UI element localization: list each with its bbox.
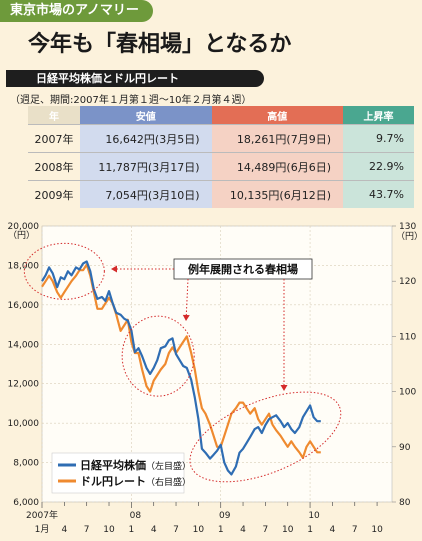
- table-header-row: 年 安値 高値 上昇率: [28, 106, 414, 125]
- x-tick-label: 1月: [35, 524, 50, 535]
- row-high: 10,135円(6月12日): [211, 180, 343, 208]
- x-tick-label: 4: [330, 525, 336, 535]
- rally-ellipse: [23, 242, 105, 300]
- x-tick-label: 10: [103, 525, 115, 535]
- left-axis-unit: （円）: [8, 230, 35, 241]
- stats-table: 年 安値 高値 上昇率 2007年 16,642円(3月5日) 18,261円(…: [28, 106, 414, 208]
- x-tick-label: 10: [371, 525, 383, 535]
- right-tick-label: 80: [399, 498, 411, 508]
- annotation-text: 例年展開される春相場: [188, 262, 298, 276]
- legend-suffix: （右目盛）: [146, 476, 191, 488]
- high-value: 18,261円: [236, 132, 287, 146]
- annotation-arrowhead: [182, 314, 190, 321]
- low-date: (3月10日): [147, 188, 200, 202]
- row-low: 16,642円(3月5日): [80, 124, 212, 153]
- legend-label: 日経平均株価（左目盛）: [80, 458, 191, 472]
- x-tick-label: 10: [282, 525, 294, 535]
- low-date: (3月5日): [154, 132, 200, 146]
- x-tick-label: 4: [151, 525, 157, 535]
- x-tick-label: 7: [263, 525, 269, 535]
- year-label: 08: [130, 511, 142, 521]
- x-tick-label: 1: [307, 525, 313, 535]
- high-date: (6月6日): [286, 160, 331, 174]
- row-high: 14,489円(6月6日): [211, 152, 343, 181]
- header-rate: 上昇率: [343, 106, 414, 125]
- left-tick-label: 20,000: [8, 222, 40, 232]
- usdjpy-line: [41, 263, 321, 459]
- table-title: 日経平均株価とドル円レート: [6, 70, 264, 87]
- annotation-arrow: [185, 278, 189, 322]
- header-high: 高値: [211, 106, 343, 125]
- x-tick-label: 1: [128, 525, 134, 535]
- header-low: 安値: [80, 106, 212, 125]
- low-value: 7,054円: [105, 188, 148, 202]
- left-tick-label: 14,000: [8, 340, 40, 350]
- left-tick-label: 8,000: [13, 459, 39, 469]
- row-year: 2007年: [28, 124, 80, 153]
- high-date: (6月12日): [279, 188, 331, 202]
- right-tick-label: 100: [399, 388, 416, 398]
- rally-ellipse: [121, 315, 195, 397]
- right-tick-label: 90: [399, 443, 411, 453]
- header-year: 年: [28, 106, 80, 125]
- row-rate: 43.7%: [343, 180, 414, 208]
- right-axis-unit: （円）: [396, 231, 422, 242]
- legend: 日経平均株価（左目盛） ドル円レート（右目盛）: [51, 452, 191, 494]
- x-tick-label: 7: [173, 525, 179, 535]
- left-tick-label: 10,000: [8, 419, 40, 429]
- low-value: 16,642円: [105, 132, 155, 146]
- high-date: (7月9日): [286, 132, 331, 146]
- table-row: 2009年 7,054円(3月10日) 10,135円(6月12日) 43.7%: [28, 180, 414, 208]
- low-value: 11,787円: [98, 160, 148, 174]
- headline: 今年も「春相場」となるか: [28, 31, 292, 57]
- high-value: 10,135円: [229, 188, 280, 202]
- price-chart: 20,00018,00016,00014,00012,00010,0008,00…: [8, 222, 422, 535]
- x-tick-label: 1: [218, 525, 224, 535]
- row-high: 18,261円(7月9日): [211, 124, 343, 153]
- x-tick-label: 4: [240, 525, 246, 535]
- low-date: (3月17日): [147, 160, 200, 174]
- annotation-arrowhead: [111, 265, 117, 273]
- legend-box: [51, 452, 185, 494]
- left-tick-label: 16,000: [8, 301, 40, 311]
- table-row: 2007年 16,642円(3月5日) 18,261円(7月9日) 9.7%: [28, 124, 414, 153]
- table-subtitle: （週足、期間:2007年１月第１週～10年２月第４週）: [10, 95, 252, 106]
- row-low: 7,054円(3月10日): [80, 180, 212, 208]
- year-label: 10: [308, 511, 320, 521]
- high-value: 14,489円: [236, 160, 287, 174]
- nikkei-line: [41, 260, 321, 476]
- x-tick-label: 7: [352, 525, 358, 535]
- right-tick-label: 130: [399, 222, 416, 232]
- legend-label: ドル円レート（右目盛）: [80, 475, 191, 488]
- right-tick-label: 120: [399, 277, 416, 287]
- x-tick-label: 10: [193, 525, 205, 535]
- x-tick-label: 4: [61, 525, 67, 535]
- row-rate: 22.9%: [343, 152, 414, 181]
- annotation-arrowhead: [280, 385, 288, 391]
- legend-suffix: （左目盛）: [146, 460, 191, 472]
- left-tick-label: 12,000: [8, 380, 40, 390]
- year-label: 09: [219, 511, 231, 521]
- row-year: 2008年: [28, 152, 80, 181]
- left-tick-label: 18,000: [8, 261, 40, 271]
- table-row: 2008年 11,787円(3月17日) 14,489円(6月6日) 22.9%: [28, 152, 414, 181]
- right-tick-label: 110: [399, 332, 416, 342]
- category-tag: 東京市場のアノマリー: [0, 0, 153, 22]
- year-label: 2007年: [26, 509, 58, 521]
- row-low: 11,787円(3月17日): [80, 152, 212, 181]
- row-year: 2009年: [28, 180, 80, 208]
- row-rate: 9.7%: [343, 124, 414, 153]
- x-tick-label: 7: [84, 525, 90, 535]
- left-tick-label: 6,000: [13, 498, 39, 508]
